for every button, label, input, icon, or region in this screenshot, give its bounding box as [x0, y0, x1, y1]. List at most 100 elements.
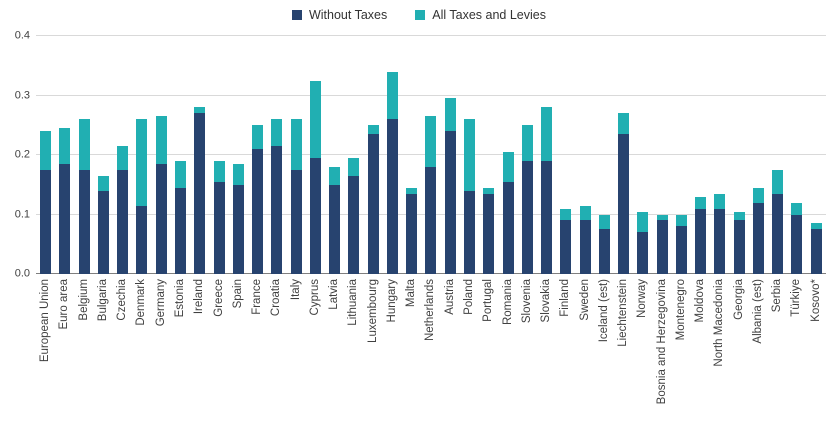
x-axis-label-wrap: Kosovo* — [807, 279, 826, 436]
x-axis-label-wrap: France — [248, 279, 267, 436]
x-axis-label: Croatia — [270, 279, 283, 317]
bar-column: Portugal — [479, 36, 498, 436]
stacked-bar — [406, 187, 418, 274]
bar-area — [75, 36, 94, 274]
stacked-bar — [59, 128, 71, 274]
bar-column: Belgium — [75, 36, 94, 436]
stacked-bar — [521, 125, 533, 274]
y-axis-tick-label: 0.1 — [14, 208, 30, 220]
bar-area — [518, 36, 537, 274]
stacked-bar — [97, 175, 109, 274]
bar-area — [807, 36, 826, 274]
x-axis-label-wrap: Estonia — [171, 279, 190, 436]
x-axis-label-wrap: Finland — [556, 279, 575, 436]
x-axis-label: Austria — [443, 279, 456, 315]
bar-segment-without-taxes — [194, 113, 206, 274]
stacked-bar — [656, 214, 668, 274]
bar-segment-without-taxes — [78, 169, 90, 274]
bar-column: Iceland (est) — [595, 36, 614, 436]
x-axis-label-wrap: Iceland (est) — [595, 279, 614, 436]
bar-segment-without-taxes — [463, 190, 475, 274]
bar-segment-without-taxes — [59, 163, 71, 274]
x-axis-label: Poland — [462, 279, 475, 315]
x-axis-label: France — [251, 279, 264, 315]
legend-swatch-without-taxes — [291, 10, 302, 20]
bar-area — [575, 36, 594, 274]
x-axis-label: Latvia — [328, 279, 341, 310]
stacked-bar — [155, 116, 167, 274]
bar-column: Moldova — [691, 36, 710, 436]
legend-item-all-taxes: All Taxes and Levies — [415, 8, 546, 22]
y-axis-tick-label: 0.0 — [14, 267, 30, 280]
bar-segment-taxes-levies — [752, 187, 764, 203]
x-axis-label-wrap: Cyprus — [306, 279, 325, 436]
x-axis-label: Kosovo* — [809, 279, 822, 322]
stacked-bar — [136, 119, 148, 274]
x-axis-label-wrap: Bulgaria — [94, 279, 113, 436]
bar-segment-without-taxes — [733, 220, 745, 274]
x-axis-label-wrap: Slovenia — [518, 279, 537, 436]
stacked-bar — [810, 223, 822, 274]
bar-area — [267, 36, 286, 274]
bar-column: Bosnia and Herzegovina — [653, 36, 672, 436]
bar-segment-taxes-levies — [406, 187, 418, 194]
bar-segment-taxes-levies — [117, 146, 129, 170]
plot-region: 0.0 0.1 0.2 0.3 0.4 European Union Euro area B… — [0, 30, 838, 436]
legend-label-without-taxes: Without Taxes — [308, 8, 388, 22]
stacked-bar — [425, 116, 437, 274]
x-axis-label: Slovenia — [520, 279, 533, 324]
x-axis-label: Hungary — [385, 279, 398, 323]
x-axis-label-wrap: Türkiye — [787, 279, 806, 436]
stacked-bar — [444, 98, 456, 274]
x-axis-label: Montenegro — [674, 279, 687, 341]
x-axis-label: Euro area — [58, 279, 71, 330]
x-axis-label-wrap: Hungary — [383, 279, 402, 436]
bar-segment-without-taxes — [579, 220, 591, 274]
bar-area — [94, 36, 113, 274]
bar-column: Netherlands — [421, 36, 440, 436]
x-axis-label-wrap: Malta — [402, 279, 421, 436]
x-axis-label-wrap: Latvia — [325, 279, 344, 436]
bar-segment-without-taxes — [656, 220, 668, 274]
bar-column: Italy — [286, 36, 305, 436]
bar-segment-taxes-levies — [348, 157, 360, 176]
stacked-bar — [598, 214, 610, 274]
bar-segment-taxes-levies — [541, 107, 553, 161]
x-axis-label-wrap: North Macedonia — [710, 279, 729, 436]
y-axis: 0.0 0.1 0.2 0.3 0.4 — [6, 30, 36, 279]
bar-segment-taxes-levies — [290, 119, 302, 170]
stacked-bar — [579, 205, 591, 274]
bar-area — [421, 36, 440, 274]
bar-segment-without-taxes — [271, 146, 283, 274]
bar-segment-without-taxes — [714, 208, 726, 274]
x-axis-label-wrap: Slovakia — [537, 279, 556, 436]
stacked-bar — [290, 119, 302, 274]
x-axis-label-wrap: Poland — [460, 279, 479, 436]
bar-area — [364, 36, 383, 274]
x-axis-label-wrap: Spain — [229, 279, 248, 436]
stacked-bar — [386, 71, 398, 274]
bar-area — [498, 36, 517, 274]
bar-column: Hungary — [383, 36, 402, 436]
bar-column: Finland — [556, 36, 575, 436]
x-axis-label-wrap: Norway — [633, 279, 652, 436]
bar-area — [710, 36, 729, 274]
stacked-bar — [174, 160, 186, 274]
bar-column: Lithuania — [344, 36, 363, 436]
y-axis-tick-label: 0.2 — [14, 148, 30, 161]
bar-area — [730, 36, 749, 274]
x-axis-label: Albania (est) — [751, 279, 764, 344]
plot-area: European Union Euro area Belgium Bulgaria Cz… — [36, 35, 826, 436]
stacked-bar — [483, 187, 495, 274]
x-axis-label: Italy — [289, 279, 302, 301]
bar-area — [787, 36, 806, 274]
bar-segment-without-taxes — [521, 160, 533, 274]
bar-column: Spain — [229, 36, 248, 436]
stacked-bar — [329, 166, 341, 274]
bar-area — [479, 36, 498, 274]
bar-segment-taxes-levies — [252, 125, 264, 150]
bar-segment-without-taxes — [117, 169, 129, 274]
bar-column: Latvia — [325, 36, 344, 436]
bar-segment-taxes-levies — [733, 211, 745, 221]
bar-segment-taxes-levies — [271, 119, 283, 147]
